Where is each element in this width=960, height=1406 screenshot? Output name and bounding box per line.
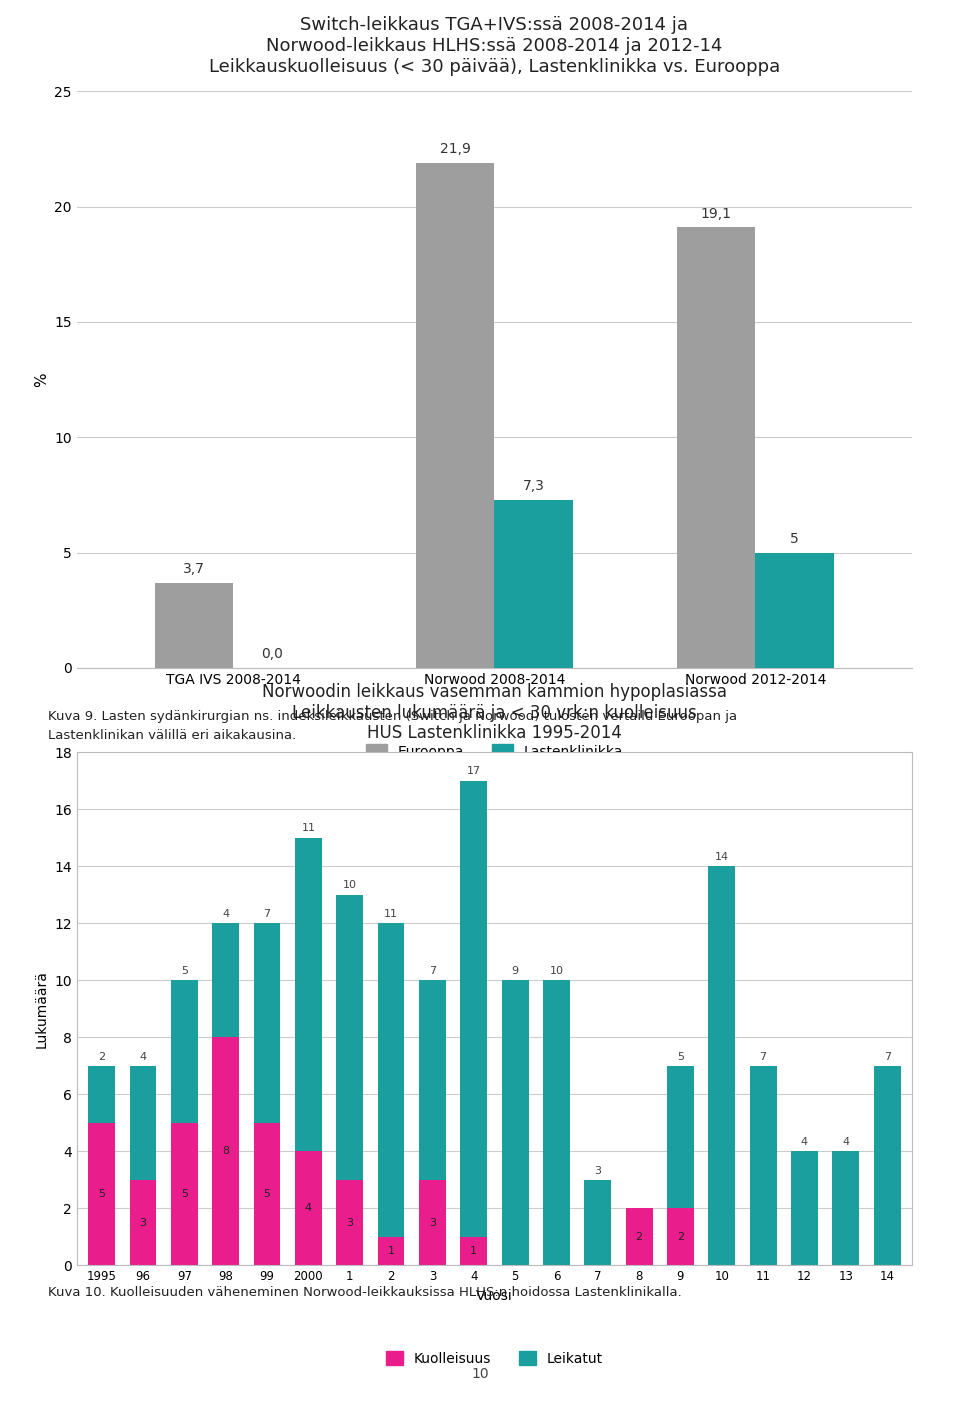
Legend: Kuolleisuus, Leikatut: Kuolleisuus, Leikatut	[380, 1346, 609, 1371]
Bar	[874, 1066, 900, 1265]
Bar	[88, 1123, 115, 1265]
Bar	[419, 1180, 445, 1265]
Text: 5: 5	[180, 1189, 188, 1199]
Bar	[130, 1066, 156, 1180]
Text: 4: 4	[222, 910, 229, 920]
Text: 10: 10	[343, 880, 357, 890]
Bar	[212, 924, 239, 1038]
Text: 19,1: 19,1	[701, 207, 732, 221]
Text: 3: 3	[429, 1218, 436, 1227]
Text: 10: 10	[549, 966, 564, 976]
Bar	[832, 1152, 859, 1265]
Bar	[460, 1237, 487, 1265]
Text: 9: 9	[512, 966, 518, 976]
Bar	[377, 1237, 404, 1265]
Bar	[253, 924, 280, 1123]
Bar	[377, 924, 404, 1237]
Text: 17: 17	[467, 766, 481, 776]
Text: 5: 5	[180, 966, 188, 976]
Text: 7: 7	[759, 1052, 767, 1062]
Text: 7,3: 7,3	[522, 478, 544, 492]
Bar	[543, 980, 570, 1265]
Bar	[171, 1123, 198, 1265]
Text: 14: 14	[715, 852, 729, 862]
Text: 3,7: 3,7	[183, 561, 205, 575]
Bar	[253, 1123, 280, 1265]
Bar	[585, 1180, 612, 1265]
Bar	[708, 866, 735, 1265]
Text: 5: 5	[790, 531, 799, 546]
Text: 8: 8	[222, 1146, 229, 1156]
Bar	[750, 1066, 777, 1265]
Text: 4: 4	[139, 1052, 147, 1062]
Bar	[791, 1152, 818, 1265]
Bar	[416, 163, 494, 668]
Title: Norwoodin leikkaus vasemman kammion hypoplasiassa
Leikkausten lukumäärä ja < 30 : Norwoodin leikkaus vasemman kammion hypo…	[262, 683, 727, 742]
Bar	[336, 1180, 363, 1265]
Text: 2: 2	[98, 1052, 106, 1062]
Bar	[295, 838, 322, 1152]
Text: 4: 4	[801, 1137, 808, 1147]
Text: 5: 5	[98, 1189, 105, 1199]
Bar	[419, 980, 445, 1180]
Y-axis label: %: %	[34, 373, 49, 387]
Bar	[667, 1208, 694, 1265]
Text: 4: 4	[304, 1204, 312, 1213]
Bar	[295, 1152, 322, 1265]
Text: Kuva 9. Lasten sydänkirurgian ns. indeksileikkausten (Switch ja Norwood) tuloste: Kuva 9. Lasten sydänkirurgian ns. indeks…	[48, 710, 737, 742]
Bar	[171, 980, 198, 1123]
Bar	[667, 1066, 694, 1208]
Text: Kuva 10. Kuolleisuuden väheneminen Norwood-leikkauksissa HLHS:n hoidossa Lastenk: Kuva 10. Kuolleisuuden väheneminen Norwo…	[48, 1286, 682, 1299]
Text: 7: 7	[429, 966, 436, 976]
Title: Switch-leikkaus TGA+IVS:ssä 2008-2014 ja
Norwood-leikkaus HLHS:ssä 2008-2014 ja : Switch-leikkaus TGA+IVS:ssä 2008-2014 ja…	[208, 17, 780, 76]
Bar	[212, 1038, 239, 1265]
Text: 5: 5	[263, 1189, 271, 1199]
Bar	[88, 1066, 115, 1123]
Bar	[130, 1180, 156, 1265]
Text: 4: 4	[842, 1137, 850, 1147]
Bar	[460, 780, 487, 1237]
Text: 11: 11	[301, 824, 315, 834]
Bar	[756, 553, 833, 668]
Text: 0,0: 0,0	[262, 647, 283, 661]
Legend: Eurooppa, Lastenklinikka: Eurooppa, Lastenklinikka	[360, 738, 629, 765]
Bar	[156, 582, 233, 668]
Text: 21,9: 21,9	[440, 142, 470, 156]
Text: 5: 5	[677, 1052, 684, 1062]
Text: 11: 11	[384, 910, 398, 920]
Bar	[677, 228, 756, 668]
Text: 7: 7	[263, 910, 271, 920]
Bar	[494, 499, 573, 668]
Text: 7: 7	[883, 1052, 891, 1062]
Bar	[626, 1208, 653, 1265]
Text: 1: 1	[470, 1246, 477, 1256]
Text: 1: 1	[388, 1246, 395, 1256]
Y-axis label: Lukumäärä: Lukumäärä	[35, 970, 49, 1047]
X-axis label: Vuosi: Vuosi	[476, 1289, 513, 1303]
Text: 2: 2	[636, 1232, 642, 1241]
Bar	[336, 894, 363, 1180]
Text: 2: 2	[677, 1232, 684, 1241]
Text: 3: 3	[347, 1218, 353, 1227]
Text: 3: 3	[139, 1218, 147, 1227]
Text: 3: 3	[594, 1166, 601, 1175]
Bar	[502, 980, 529, 1265]
Text: 10: 10	[471, 1367, 489, 1381]
